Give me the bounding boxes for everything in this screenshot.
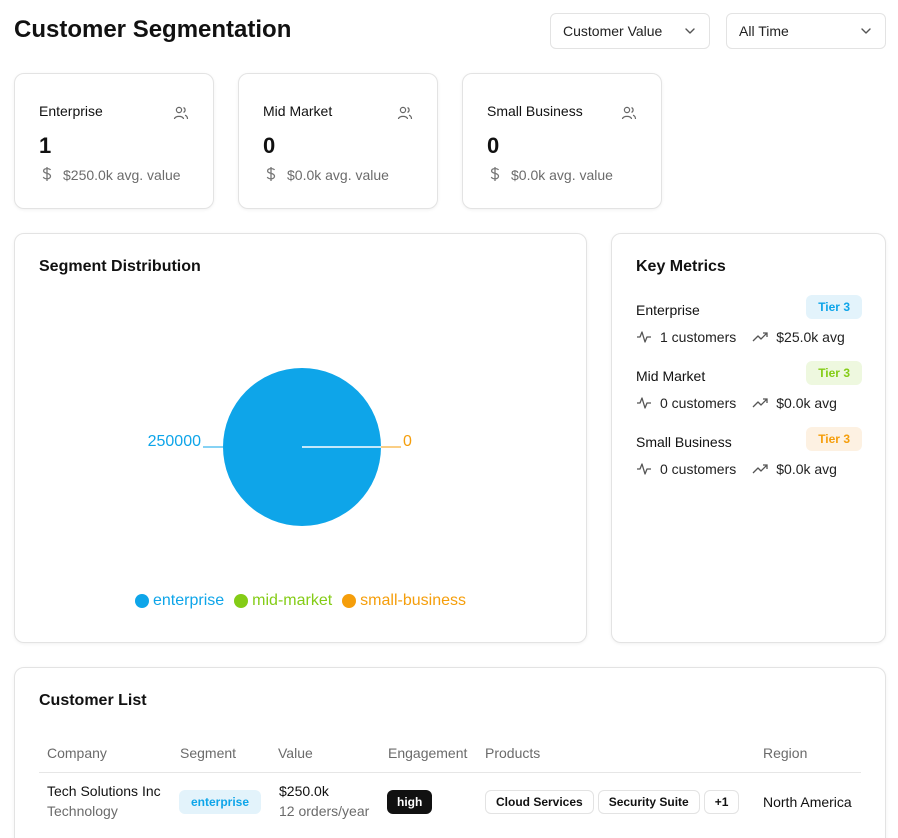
product-badges: Cloud Services Security Suite +1 (485, 790, 740, 814)
chevron-down-icon (859, 24, 873, 38)
segment-distribution-title: Segment Distribution (39, 258, 201, 275)
dollar-icon (42, 167, 52, 181)
legend-item-small-business[interactable]: small-business (342, 592, 466, 610)
segment-distribution-card: Segment Distribution 250000 0 enterprise m… (14, 233, 587, 643)
dollar-icon (266, 167, 276, 181)
column-header-segment[interactable]: Segment (180, 745, 237, 761)
product-badge: Security Suite (597, 790, 700, 814)
segment-badge: enterprise (179, 790, 262, 814)
chevron-down-icon (683, 24, 697, 38)
column-header-company[interactable]: Company (47, 745, 107, 761)
users-icon (397, 106, 413, 120)
page-title: Customer Segmentation (14, 16, 292, 43)
legend-label: enterprise (153, 592, 225, 609)
activity-icon (637, 331, 651, 343)
stat-avg-value: $0.0k avg. value (287, 167, 389, 183)
legend-dot (234, 594, 249, 608)
pie-chart: 250000 0 (148, 368, 412, 526)
company-industry: Technology (47, 803, 118, 819)
stat-label: Mid Market (263, 103, 333, 119)
stat-avg-value: $250.0k avg. value (63, 167, 181, 183)
slice-label-enterprise: 250000 (148, 433, 201, 450)
trending-up-icon (752, 398, 768, 408)
activity-icon (637, 463, 651, 475)
stat-card-enterprise: Enterprise 1 $250.0k avg. value (14, 73, 214, 209)
metric-avg: $0.0k avg (776, 461, 837, 477)
metric-customers: 1 customers (660, 329, 737, 345)
stat-count: 0 (263, 133, 276, 158)
customer-orders: 12 orders/year (279, 803, 370, 819)
legend-item-mid-market[interactable]: mid-market (234, 592, 332, 610)
time-range-select-label: All Time (739, 23, 789, 39)
stat-label: Enterprise (39, 103, 103, 119)
customer-value-select-label: Customer Value (563, 23, 663, 39)
product-more-badge[interactable]: +1 (703, 790, 740, 814)
legend-label: mid-market (252, 592, 333, 609)
tier-badge: Tier 3 (806, 427, 862, 451)
metric-name: Small Business (636, 434, 732, 450)
column-header-engagement[interactable]: Engagement (388, 745, 468, 761)
stat-card-mid-market: Mid Market 0 $0.0k avg. value (238, 73, 438, 209)
metric-avg: $0.0k avg (776, 395, 837, 411)
metric-customers: 0 customers (660, 461, 737, 477)
tier-badge: Tier 3 (806, 361, 862, 385)
metric-name: Mid Market (636, 368, 706, 384)
company-name: Tech Solutions Inc (47, 783, 161, 799)
key-metrics-card: Key Metrics Enterprise Tier 3 1 customer… (611, 233, 886, 643)
legend-dot (135, 594, 149, 608)
slice-label-small-business: 0 (403, 433, 412, 450)
stat-count: 0 (487, 133, 500, 158)
activity-icon (637, 397, 651, 409)
time-range-select[interactable]: All Time (726, 13, 886, 49)
customer-list-card: Customer List Company Segment Value Enga… (14, 667, 886, 838)
engagement-badge: high (387, 790, 433, 814)
tier-badge: Tier 3 (806, 295, 862, 319)
product-badge: Cloud Services (485, 790, 594, 814)
column-header-products[interactable]: Products (485, 745, 541, 761)
legend-item-enterprise[interactable]: enterprise (135, 592, 224, 610)
legend-label: small-business (360, 592, 466, 609)
column-header-region[interactable]: Region (763, 745, 808, 761)
metric-name: Enterprise (636, 302, 700, 318)
users-icon (621, 106, 637, 120)
stat-card-small-business: Small Business 0 $0.0k avg. value (462, 73, 662, 209)
customer-value: $250.0k (279, 783, 329, 799)
customer-value-select[interactable]: Customer Value (550, 13, 710, 49)
stat-count: 1 (39, 133, 52, 158)
metric-avg: $25.0k avg (776, 329, 845, 345)
metric-customers: 0 customers (660, 395, 737, 411)
table-header-divider (39, 772, 861, 773)
trending-up-icon (752, 332, 768, 342)
stat-avg-value: $0.0k avg. value (511, 167, 613, 183)
customer-region: North America (763, 794, 852, 810)
customer-list-title: Customer List (39, 692, 147, 709)
column-header-value[interactable]: Value (278, 745, 313, 761)
dollar-icon (490, 167, 500, 181)
users-icon (173, 106, 189, 120)
key-metrics-title: Key Metrics (636, 258, 726, 275)
stat-label: Small Business (487, 103, 583, 119)
legend-dot (342, 594, 357, 608)
chart-legend: enterprise mid-market small-business (15, 592, 586, 610)
trending-up-icon (752, 464, 768, 474)
